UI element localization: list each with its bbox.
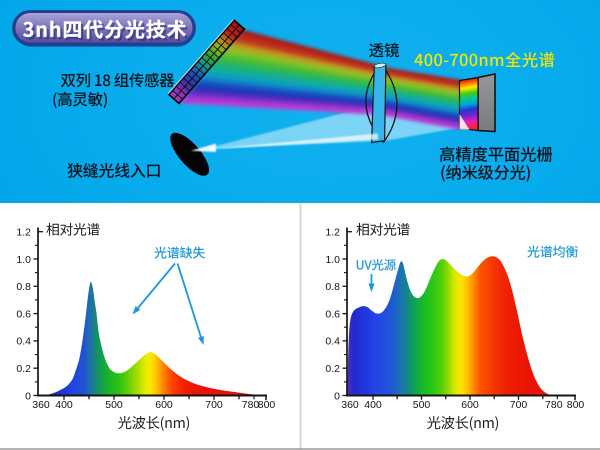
svg-text:0.4: 0.4 bbox=[325, 336, 340, 348]
svg-text:1.2: 1.2 bbox=[325, 227, 340, 239]
svg-text:500: 500 bbox=[105, 399, 123, 411]
svg-text:1.2: 1.2 bbox=[16, 227, 31, 239]
svg-text:780: 780 bbox=[242, 399, 260, 411]
svg-text:1.0: 1.0 bbox=[16, 254, 31, 266]
svg-text:0.8: 0.8 bbox=[16, 281, 31, 293]
svg-text:360: 360 bbox=[32, 399, 50, 411]
svg-text:0: 0 bbox=[334, 390, 340, 402]
svg-text:0.6: 0.6 bbox=[325, 308, 340, 320]
svg-text:1.0: 1.0 bbox=[325, 254, 340, 266]
svg-text:600: 600 bbox=[155, 399, 173, 411]
svg-text:0.4: 0.4 bbox=[16, 336, 31, 348]
svg-text:700: 700 bbox=[510, 399, 528, 411]
svg-text:800: 800 bbox=[567, 399, 585, 411]
svg-text:0: 0 bbox=[25, 390, 31, 402]
svg-text:0.8: 0.8 bbox=[325, 281, 340, 293]
svg-text:400: 400 bbox=[55, 399, 73, 411]
svg-text:400: 400 bbox=[364, 399, 382, 411]
svg-text:0.2: 0.2 bbox=[16, 363, 31, 375]
svg-text:780: 780 bbox=[545, 399, 563, 411]
svg-text:800: 800 bbox=[258, 399, 276, 411]
svg-text:600: 600 bbox=[461, 399, 479, 411]
svg-text:500: 500 bbox=[413, 399, 431, 411]
svg-text:700: 700 bbox=[205, 399, 223, 411]
svg-text:0.6: 0.6 bbox=[16, 308, 31, 320]
svg-text:0.2: 0.2 bbox=[325, 363, 340, 375]
svg-text:360: 360 bbox=[341, 399, 359, 411]
